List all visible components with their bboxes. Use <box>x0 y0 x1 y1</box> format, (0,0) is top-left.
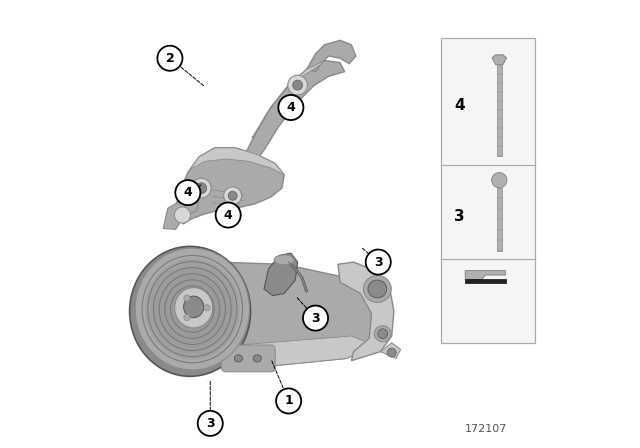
FancyBboxPatch shape <box>497 188 502 251</box>
Text: 4: 4 <box>184 186 192 199</box>
Circle shape <box>228 191 237 200</box>
Text: 3: 3 <box>311 311 320 325</box>
Circle shape <box>492 172 507 188</box>
Circle shape <box>196 183 207 194</box>
Ellipse shape <box>175 288 212 328</box>
Circle shape <box>191 178 211 198</box>
Circle shape <box>204 305 210 311</box>
Ellipse shape <box>368 280 387 298</box>
Polygon shape <box>163 197 199 229</box>
Text: 4: 4 <box>287 101 295 114</box>
Polygon shape <box>380 343 401 358</box>
Circle shape <box>288 75 307 95</box>
Circle shape <box>378 258 387 267</box>
Ellipse shape <box>162 277 223 341</box>
Circle shape <box>157 46 182 71</box>
FancyBboxPatch shape <box>497 65 502 155</box>
Ellipse shape <box>234 355 243 362</box>
Ellipse shape <box>145 258 240 360</box>
FancyBboxPatch shape <box>465 279 506 283</box>
Polygon shape <box>264 253 298 296</box>
Circle shape <box>276 388 301 414</box>
Ellipse shape <box>374 326 391 342</box>
Ellipse shape <box>135 248 250 370</box>
Circle shape <box>198 411 223 436</box>
Circle shape <box>184 295 190 301</box>
Text: 3: 3 <box>374 255 383 269</box>
Text: 2: 2 <box>166 52 174 65</box>
Circle shape <box>175 180 200 205</box>
FancyBboxPatch shape <box>221 345 275 372</box>
Polygon shape <box>307 40 356 72</box>
Polygon shape <box>338 262 394 361</box>
Ellipse shape <box>173 289 211 329</box>
Polygon shape <box>174 148 284 224</box>
Circle shape <box>174 207 191 223</box>
Circle shape <box>216 202 241 228</box>
Polygon shape <box>159 262 376 370</box>
Circle shape <box>224 187 242 205</box>
Text: 1: 1 <box>284 394 293 408</box>
Polygon shape <box>371 255 389 271</box>
Text: 4: 4 <box>454 98 465 112</box>
Circle shape <box>278 95 303 120</box>
Circle shape <box>184 314 190 321</box>
Circle shape <box>387 348 396 357</box>
Polygon shape <box>465 271 506 280</box>
Ellipse shape <box>150 265 234 353</box>
Circle shape <box>303 306 328 331</box>
Text: 3: 3 <box>206 417 214 430</box>
Ellipse shape <box>378 329 388 339</box>
FancyBboxPatch shape <box>441 38 535 343</box>
Ellipse shape <box>156 271 228 348</box>
Polygon shape <box>244 60 345 162</box>
Circle shape <box>365 250 391 275</box>
Circle shape <box>292 80 303 90</box>
Ellipse shape <box>168 283 217 335</box>
Text: 3: 3 <box>454 209 465 224</box>
Polygon shape <box>188 148 284 175</box>
Ellipse shape <box>274 255 294 265</box>
Polygon shape <box>492 55 506 65</box>
Text: 4: 4 <box>224 208 232 222</box>
Text: 172107: 172107 <box>465 424 507 434</box>
Ellipse shape <box>364 276 391 302</box>
Ellipse shape <box>130 246 251 376</box>
Ellipse shape <box>253 355 261 362</box>
Ellipse shape <box>184 296 204 318</box>
Polygon shape <box>170 336 374 370</box>
Polygon shape <box>252 60 324 138</box>
